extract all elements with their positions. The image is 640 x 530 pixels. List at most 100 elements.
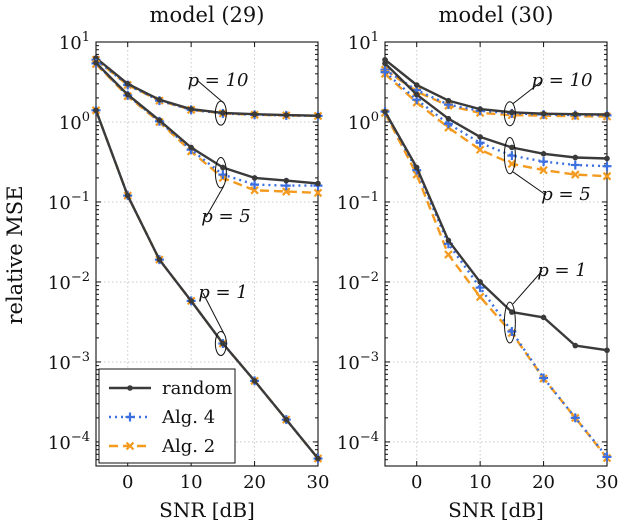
series-group: p = 5: [380, 60, 612, 205]
data-point: [445, 97, 452, 104]
data-point: [604, 347, 610, 354]
x-tick-label: 30: [596, 472, 619, 493]
data-point: [315, 455, 321, 462]
group-label: p = 10: [188, 70, 249, 91]
data-point: [313, 188, 323, 198]
series-group: p = 1: [380, 107, 612, 463]
data-point: [570, 160, 580, 170]
data-point: [413, 91, 420, 98]
series-line: [383, 112, 608, 459]
data-point: [572, 111, 579, 118]
y-tick-label: 10−4: [48, 430, 90, 454]
legend-entry: Alg. 4: [109, 407, 215, 428]
series-group: p = 10: [380, 56, 612, 127]
x-tick-label: 0: [122, 472, 133, 493]
legend-entry: Alg. 2: [109, 436, 215, 457]
series-line: [384, 72, 608, 178]
series-line: [384, 68, 608, 117]
legend-marker: [125, 412, 135, 422]
data-point: [188, 298, 194, 304]
group-leader-line: [512, 270, 543, 305]
data-point: [283, 177, 290, 184]
data-point: [251, 378, 258, 384]
group-highlight-ellipse: [503, 101, 516, 127]
data-point: [220, 340, 226, 347]
series-line: [384, 62, 608, 160]
group-highlight-ellipse: [503, 136, 516, 175]
data-point: [444, 250, 453, 259]
y-tick-label: 10−3: [48, 350, 90, 374]
x-tick-label: 20: [243, 472, 266, 493]
data-point: [475, 138, 485, 148]
data-point: [477, 106, 483, 112]
group-label: p = 5: [541, 184, 591, 205]
group-label: p = 5: [201, 206, 251, 227]
y-tick-label: 10−2: [337, 270, 379, 294]
data-point: [188, 144, 194, 151]
legend-entry: random: [109, 378, 232, 399]
legend-marker: [125, 441, 135, 451]
x-axis-label: SNR [dB]: [448, 498, 544, 522]
data-point: [250, 186, 259, 195]
data-point: [413, 82, 420, 88]
y-tick-label: 10−4: [337, 430, 379, 454]
series-line: [95, 57, 319, 117]
data-point: [509, 309, 515, 315]
data-point: [539, 373, 549, 383]
data-point: [124, 91, 131, 98]
data-point: [188, 106, 194, 112]
data-point: [509, 109, 515, 116]
data-point: [283, 112, 290, 118]
x-tick-label: 30: [307, 472, 330, 493]
x-tick-label: 20: [532, 472, 555, 493]
group-highlight-ellipse: [503, 301, 516, 344]
data-point: [251, 111, 258, 118]
data-point: [570, 413, 580, 423]
y-tick-label: 101: [348, 30, 379, 54]
group-leader-line: [205, 185, 225, 218]
legend-label: Alg. 2: [161, 436, 215, 457]
series-group: p = 10: [91, 55, 323, 126]
group-label: p = 1: [537, 260, 587, 281]
y-tick-label: 100: [348, 110, 379, 134]
data-point: [250, 180, 260, 190]
y-tick-label: 101: [59, 30, 90, 54]
y-tick-label: 10−1: [337, 190, 379, 214]
group-leader-line: [512, 80, 543, 105]
legend-label: Alg. 4: [161, 407, 215, 428]
data-point: [93, 107, 99, 114]
y-tick-label: 10−2: [48, 270, 90, 294]
series-line: [384, 58, 608, 116]
x-tick-label: 10: [469, 472, 492, 493]
panel-model-29: model (29) 0 10 20 30 101 100 10−1 10−2 10−3 10−4 S…: [48, 3, 330, 522]
data-point: [540, 314, 547, 321]
data-point: [315, 180, 321, 187]
data-point: [445, 237, 452, 244]
data-point: [602, 452, 612, 462]
data-point: [156, 117, 163, 124]
data-point: [477, 279, 483, 285]
series-group: p = 5: [91, 58, 323, 227]
y-tick-label: 100: [59, 110, 90, 134]
series-line: [95, 61, 319, 185]
data-point: [539, 165, 548, 175]
data-point: [220, 110, 226, 116]
x-axis-label: SNR [dB]: [159, 498, 255, 522]
series-line: [384, 71, 608, 168]
data-point: [572, 154, 579, 161]
series-line: [95, 62, 318, 187]
data-point: [540, 110, 547, 117]
panel-title: model (29): [150, 3, 265, 27]
data-point: [283, 416, 290, 423]
plot-frame: [384, 41, 608, 467]
y-tick-label: 10−1: [48, 190, 90, 214]
data-point: [477, 134, 483, 140]
series-group: p = 1: [91, 105, 323, 464]
data-point: [475, 145, 485, 154]
group-label: p = 10: [532, 70, 593, 91]
group-leader-line: [202, 292, 225, 334]
data-point: [251, 175, 258, 181]
series-line: [383, 111, 608, 352]
legend-label: random: [162, 378, 232, 399]
data-point: [540, 151, 547, 157]
